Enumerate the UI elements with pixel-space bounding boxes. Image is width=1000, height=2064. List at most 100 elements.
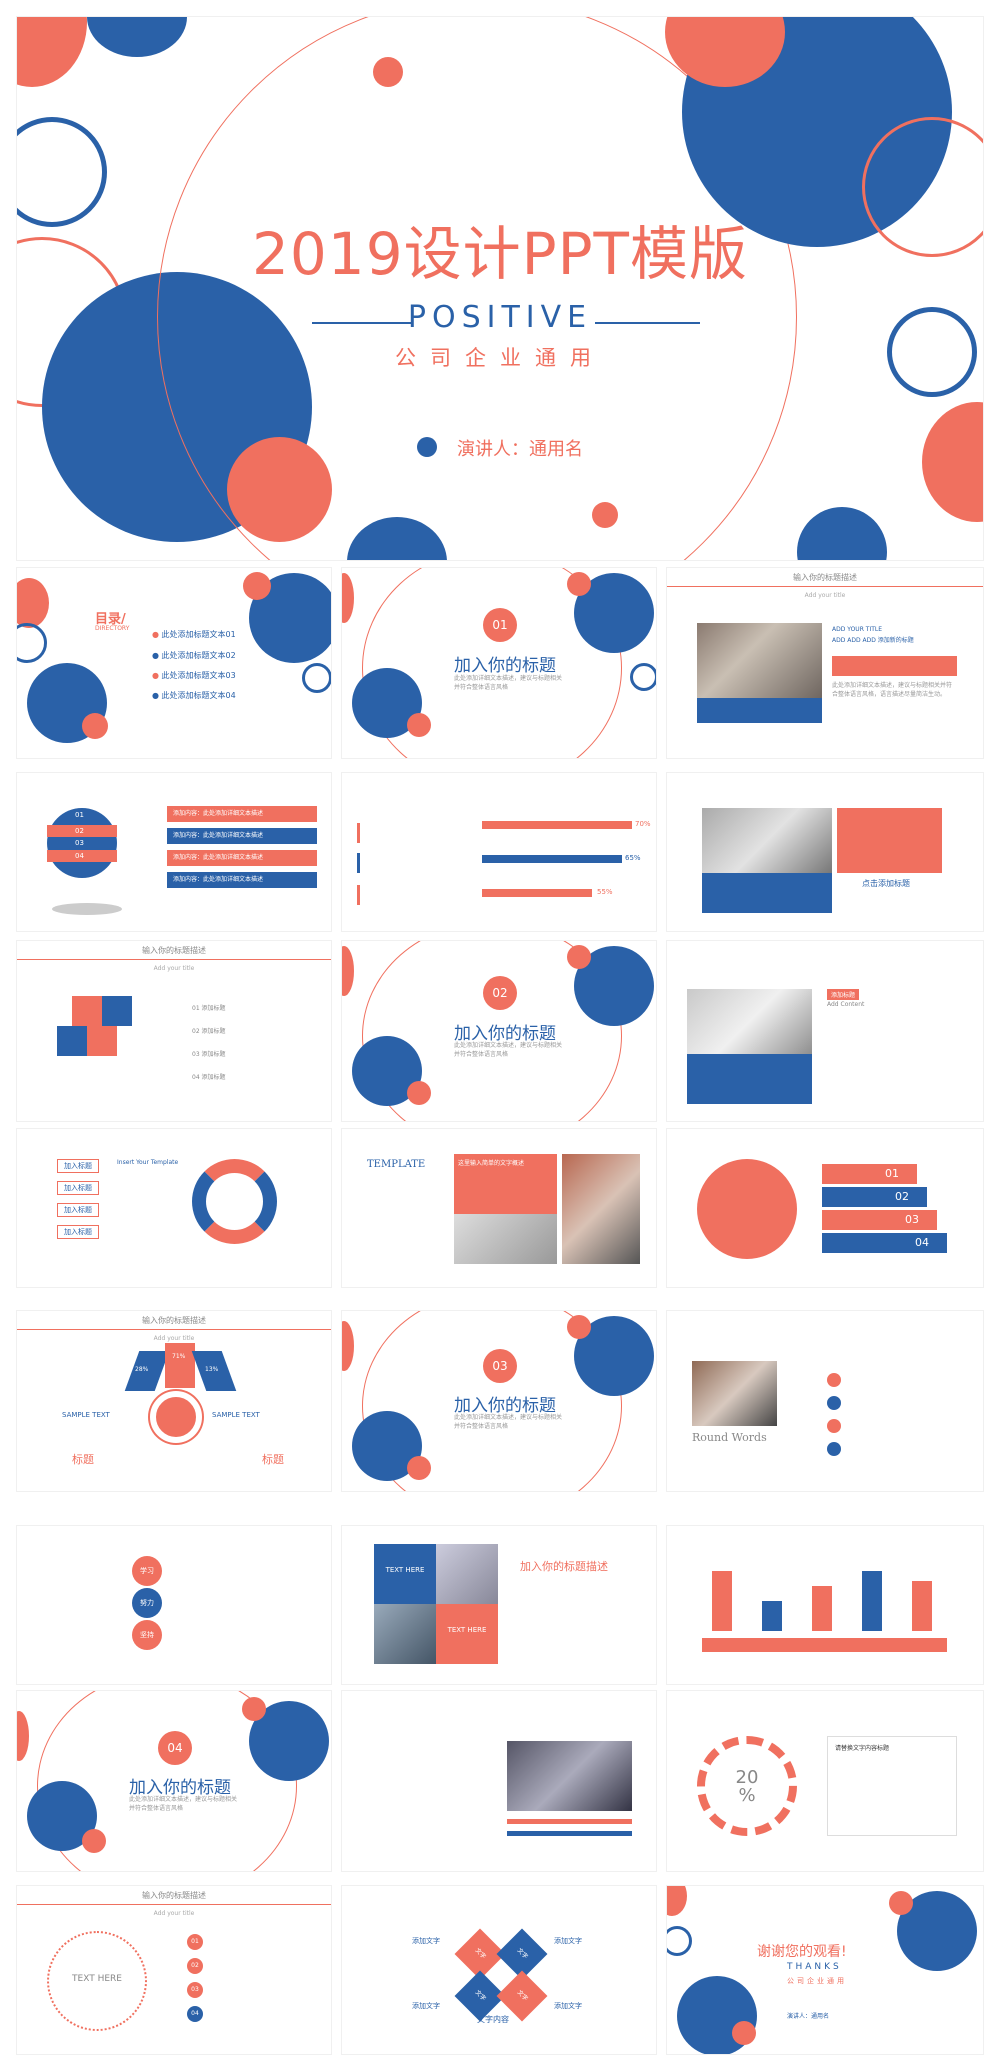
people-ring xyxy=(697,1736,797,1836)
list-dot xyxy=(827,1373,841,1387)
deco-circle xyxy=(87,17,187,57)
deco-circle xyxy=(342,573,354,623)
photo-line2: ADD ADD ADD 添加新的标题 xyxy=(832,637,914,644)
laptop-slide[interactable]: 添加标题 Add Content xyxy=(666,940,984,1122)
icon-bar xyxy=(862,1571,882,1631)
dotted-ring xyxy=(47,1931,147,2031)
deco-ring xyxy=(862,117,983,257)
cover-slide[interactable]: 2019设计PPT模版 POSITIVE 公司企业通用 演讲人：通用名 xyxy=(16,16,984,561)
text-box: TEXT HERE xyxy=(374,1544,436,1604)
arrow-band xyxy=(822,1187,927,1207)
office-slide[interactable]: 点击添加标题 xyxy=(666,772,984,932)
section-number-badge: 03 xyxy=(483,1349,517,1383)
puzzle-piece xyxy=(102,996,132,1026)
toc-title: 目录/ xyxy=(95,612,126,627)
text-box: TEXT HERE xyxy=(436,1604,498,1664)
cover-speaker: 演讲人：通用名 xyxy=(457,439,583,460)
red-circle-text xyxy=(697,1159,797,1259)
deco-dot xyxy=(889,1891,913,1915)
bar-desc xyxy=(357,853,477,873)
text-photo xyxy=(374,1604,436,1664)
pin-icon: 努力 xyxy=(132,1588,162,1618)
section-slide-02[interactable]: 02 加入你的标题 此处添加详细文本描述，建议与标题相关并符合整体语言风格 xyxy=(341,940,657,1122)
medal-slide[interactable]: 输入你的标题描述 Add your title 28% 71% 13% SAMP… xyxy=(16,1310,332,1492)
medal-left-label: SAMPLE TEXT xyxy=(62,1411,110,1419)
pins-slide[interactable]: 学习 努力 坚持 xyxy=(16,1525,332,1685)
cycle-graphic xyxy=(192,1159,277,1244)
template-banner: 这里输入简单的文字概述 xyxy=(454,1154,557,1214)
medal-right-label: SAMPLE TEXT xyxy=(212,1411,260,1419)
header-rule xyxy=(17,959,331,960)
cycle-sub: Insert Your Template xyxy=(117,1159,179,1166)
globe-shadow xyxy=(52,903,122,915)
quote-box xyxy=(687,1054,812,1104)
thanks-slide[interactable]: 谢谢您的观看! THANKS 公司企业通用 演讲人：通用名 xyxy=(666,1885,984,2055)
section-title: 加入你的标题 xyxy=(454,1024,556,1044)
puzzle-slide[interactable]: 输入你的标题描述 Add your title 01 添加标题 02 添加标题 … xyxy=(16,940,332,1122)
circle-center-text: TEXT HERE xyxy=(72,1974,122,1984)
puzzle-item: 02 添加标题 xyxy=(192,1028,226,1035)
round-words-slide[interactable]: Round Words xyxy=(666,1310,984,1492)
medal-pct: 13% xyxy=(205,1366,219,1373)
list-item: 添加内容：此处添加详细文本描述 xyxy=(167,850,317,866)
list-num-badge: 04 xyxy=(187,2006,203,2022)
section-slide-04[interactable]: 04 加入你的标题 此处添加详细文本描述，建议与标题相关并符合整体语言风格 xyxy=(16,1690,332,1872)
list-item: 添加内容：此处添加详细文本描述 xyxy=(167,828,317,844)
corner-label: 添加文字 xyxy=(554,1937,582,1945)
people-icons-slide[interactable]: 20% 请替换文字内容标题 xyxy=(666,1690,984,1872)
cover-subtitle: POSITIVE xyxy=(407,300,593,335)
deco-circle xyxy=(17,1711,29,1761)
icon-bar xyxy=(912,1581,932,1631)
deco-circle xyxy=(17,17,87,87)
puzzle-piece xyxy=(72,996,102,1026)
photo-caption-box xyxy=(697,698,822,723)
arrow-band xyxy=(822,1210,937,1230)
bar-label: 70% xyxy=(635,820,651,828)
deco-dot xyxy=(567,1315,591,1339)
section-slide-03[interactable]: 03 加入你的标题 此处添加详细文本描述，建议与标题相关并符合整体语言风格 xyxy=(341,1310,657,1492)
arrow-band xyxy=(822,1233,947,1253)
text-here-slide[interactable]: TEXT HERE TEXT HERE 加入你的标题描述 xyxy=(341,1525,657,1685)
deco-dot xyxy=(242,1697,266,1721)
toc-slide[interactable]: 目录/ DIRECTORY ● 此处添加标题文本01 ● 此处添加标题文本02 … xyxy=(16,567,332,759)
numbered-list-slide[interactable]: 01 02 03 04 添加内容：此处添加详细文本描述 添加内容：此处添加详细文… xyxy=(16,772,332,932)
cycle-slide[interactable]: 加入标题 加入标题 加入标题 加入标题 Insert Your Template xyxy=(16,1128,332,1288)
photo-slide[interactable]: 输入你的标题描述 Add your title ADD YOUR TITLE A… xyxy=(666,567,984,759)
cycle-tag: 加入标题 xyxy=(57,1225,99,1239)
deco-arc xyxy=(362,568,622,758)
section-title: 加入你的标题 xyxy=(129,1778,231,1798)
meeting-slide[interactable] xyxy=(341,1690,657,1872)
cover-tagline: 公司企业通用 xyxy=(395,346,605,370)
icon-bar xyxy=(812,1586,832,1631)
slide-header: 输入你的标题描述 xyxy=(142,946,206,955)
section-desc: 此处添加详细文本描述，建议与标题相关并符合整体语言风格 xyxy=(454,675,563,691)
section-slide-01[interactable]: 01 加入你的标题 此处添加详细文本描述，建议与标题相关并符合整体语言风格 xyxy=(341,567,657,759)
globe-num: 01 xyxy=(75,811,84,819)
baseline-bar xyxy=(702,1638,947,1652)
deco-dot xyxy=(732,2021,756,2045)
template-slide[interactable]: TEMPLATE 这里输入简单的文字概述 xyxy=(341,1128,657,1288)
arrow-num: 01 xyxy=(885,1167,899,1180)
globe-num: 03 xyxy=(75,839,84,847)
icon-bar xyxy=(762,1601,782,1631)
people-pct: 20% xyxy=(735,1767,759,1806)
photo-banner xyxy=(832,656,957,676)
toc-sub: DIRECTORY xyxy=(95,625,130,632)
deco-ring xyxy=(17,623,47,663)
puzzle-piece xyxy=(57,1026,87,1056)
circle-list-slide[interactable]: 输入你的标题描述 Add your title TEXT HERE 01 02 … xyxy=(16,1885,332,2055)
icon-bars-slide[interactable] xyxy=(666,1525,984,1685)
progress-bars-slide[interactable]: 70% 65% 55% xyxy=(341,772,657,932)
diamond-slide[interactable]: 文字 文字 文字 文字 文字内容 添加文字 添加文字 添加文字 添加文字 xyxy=(341,1885,657,2055)
deco-circle xyxy=(667,1886,687,1916)
thanks-title: 谢谢您的观看! xyxy=(757,1944,847,1960)
section-desc: 此处添加详细文本描述，建议与标题相关并符合整体语言风格 xyxy=(454,1042,563,1058)
puzzle-item: 04 添加标题 xyxy=(192,1074,226,1081)
deco-circle xyxy=(342,946,354,996)
office-red-box xyxy=(837,808,942,873)
bar-fill xyxy=(482,889,592,897)
arrows-slide[interactable]: 01 02 03 04 xyxy=(666,1128,984,1288)
globe-band xyxy=(47,850,117,862)
medal-target-icon xyxy=(150,1391,202,1443)
deco-arc xyxy=(362,941,622,1121)
